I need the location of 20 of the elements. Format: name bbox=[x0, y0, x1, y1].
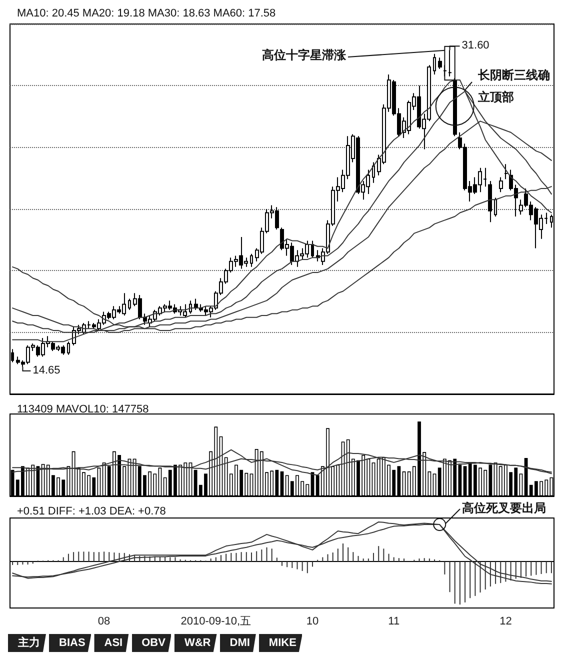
chart-title: 113409 MAVOL10: 147758 bbox=[17, 404, 149, 416]
x-tick-label: 11 bbox=[388, 616, 400, 628]
text: 高位死叉要出局 bbox=[462, 501, 546, 515]
annotation: 14.65 bbox=[32, 364, 60, 376]
x-tick-label: 12 bbox=[500, 616, 512, 628]
annotation: 31.60 bbox=[462, 40, 490, 52]
chart-title: MA10: 20.45 MA20: 19.18 MA30: 18.63 MA60: 17.58 bbox=[17, 8, 276, 20]
x-tick-label: 10 bbox=[306, 616, 319, 628]
text: BIAS bbox=[49, 634, 92, 652]
text: 主力 bbox=[8, 634, 46, 652]
annotation: 长阴断三线确立顶部 bbox=[477, 68, 550, 104]
text: ASI bbox=[94, 634, 129, 652]
chart-title: +0.51 DIFF: +1.03 DEA: +0.78 bbox=[17, 506, 166, 518]
x-tick-label: 2010-09-10,五 bbox=[180, 616, 252, 628]
text: DMI bbox=[220, 634, 256, 652]
text: OBV bbox=[132, 634, 172, 652]
text: MIKE bbox=[258, 634, 302, 652]
x-tick-label: 08 bbox=[98, 616, 110, 628]
text: W&R bbox=[174, 634, 217, 652]
annotation: 高位十字星滞涨 bbox=[262, 48, 347, 62]
